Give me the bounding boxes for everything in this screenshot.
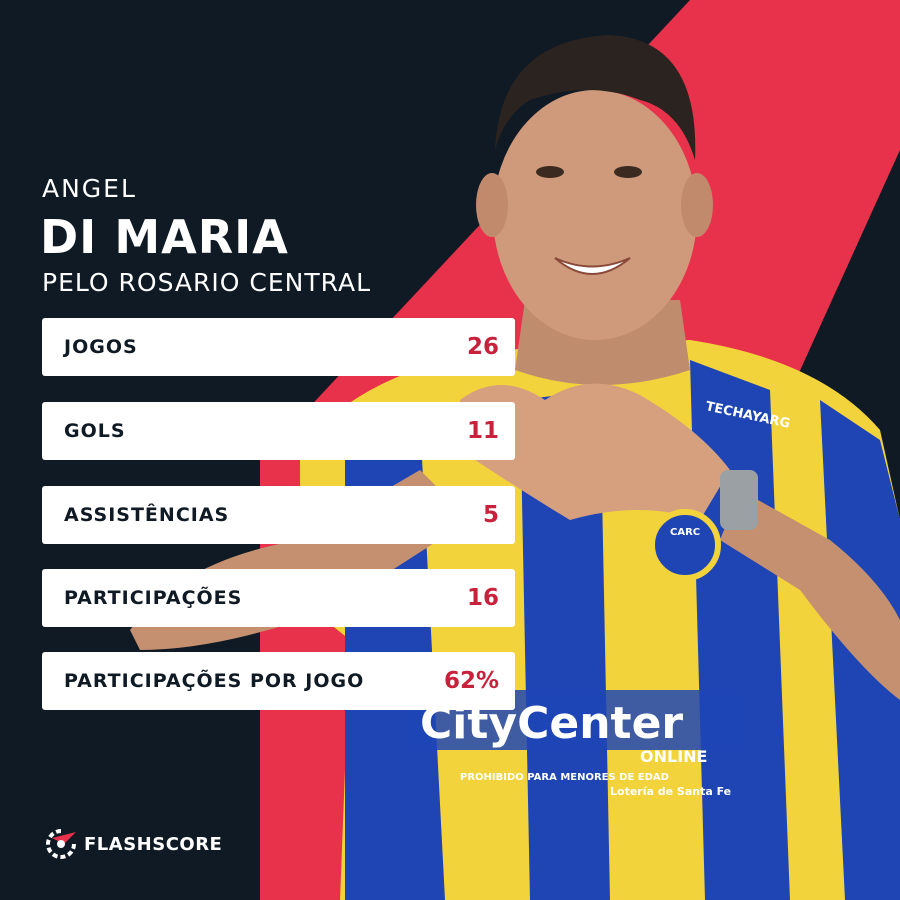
sponsor-sub: ONLINE — [640, 747, 707, 766]
watch — [720, 470, 758, 530]
stat-row-participacoes-por-jogo: PARTICIPAÇÕES POR JOGO 62% — [42, 652, 515, 710]
stat-label: JOGOS — [64, 336, 138, 358]
stat-label: GOLS — [64, 420, 126, 442]
crest-letters: CARC — [670, 527, 700, 538]
stat-value: 5 — [482, 502, 499, 528]
stat-value: 11 — [466, 418, 499, 444]
player-last-name: DI MARIA — [40, 210, 289, 264]
sponsor-note: PROHIBIDO PARA MENORES DE EDAD — [460, 772, 669, 783]
right-ear — [681, 173, 713, 237]
left-eye — [536, 166, 564, 178]
smile — [554, 257, 631, 275]
flashscore-logo-icon — [46, 829, 76, 859]
stat-label: PARTICIPAÇÕES — [64, 587, 243, 609]
brand-name: FLASHSCORE — [84, 833, 223, 855]
right-arm — [720, 490, 900, 700]
stat-row-assistencias: ASSISTÊNCIAS 5 — [42, 486, 515, 544]
player-first-name: ANGEL — [42, 174, 137, 203]
brand: FLASHSCORE — [44, 828, 222, 860]
stat-row-jogos: JOGOS 26 — [42, 318, 515, 376]
stat-row-participacoes: PARTICIPAÇÕES 16 — [42, 569, 515, 627]
stat-value: 62% — [443, 668, 499, 694]
stat-label: ASSISTÊNCIAS — [64, 504, 230, 526]
right-eye — [614, 166, 642, 178]
sponsor-lottery: Lotería de Santa Fe — [610, 785, 731, 798]
jersey-stripe-2 — [520, 390, 610, 900]
hair — [495, 35, 696, 160]
club-line: PELO ROSARIO CENTRAL — [42, 268, 371, 297]
club-crest — [649, 509, 721, 581]
stat-value: 26 — [466, 334, 499, 360]
stat-value: 16 — [466, 585, 499, 611]
left-ear — [476, 173, 508, 237]
heart-hands — [460, 383, 730, 520]
stat-label: PARTICIPAÇÕES POR JOGO — [64, 670, 365, 692]
stat-row-gols: GOLS 11 — [42, 402, 515, 460]
head — [493, 90, 697, 340]
